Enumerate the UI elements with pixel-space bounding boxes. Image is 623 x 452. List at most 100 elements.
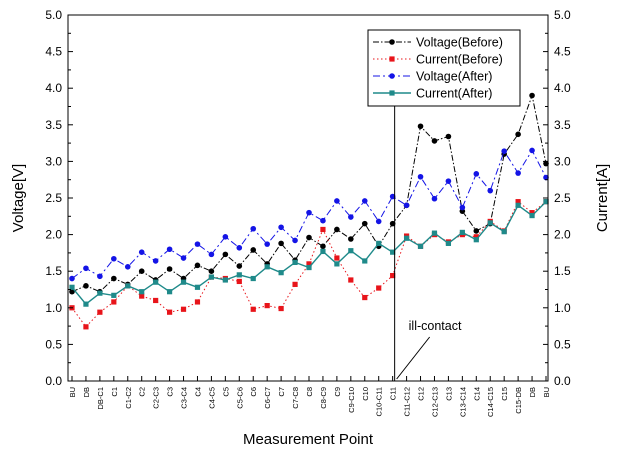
- ill-contact-annotation: ill-contact: [409, 319, 462, 333]
- y-tick-label-right: 2.0: [554, 228, 571, 242]
- data-point: [417, 243, 424, 249]
- x-tick-label: C15: [500, 387, 509, 401]
- data-point: [292, 237, 298, 244]
- data-point: [97, 290, 103, 296]
- x-tick-label: C5: [221, 387, 230, 397]
- data-point: [473, 237, 479, 243]
- data-point: [515, 199, 521, 205]
- y-tick-label-left: 1.5: [45, 264, 62, 278]
- y-tick-label-right: 5.0: [554, 8, 571, 22]
- x-tick-label: C15-DB: [514, 387, 523, 414]
- data-point: [390, 249, 396, 255]
- y-tick-label-right: 3.5: [554, 118, 571, 132]
- data-point: [264, 303, 270, 309]
- y-axis-left-title: Voltage[V]: [10, 164, 27, 232]
- data-point: [529, 92, 535, 99]
- legend-marker: [389, 56, 395, 62]
- data-point: [208, 274, 215, 280]
- data-point: [431, 138, 438, 144]
- series-line: [71, 200, 547, 328]
- x-tick-label: C9-C10: [347, 387, 356, 413]
- x-tick-label: C14-C15: [486, 387, 495, 417]
- data-point: [389, 220, 396, 227]
- data-point: [236, 263, 243, 269]
- data-point: [153, 297, 159, 304]
- legend-marker: [389, 73, 395, 79]
- data-point: [334, 261, 340, 267]
- data-point: [83, 265, 89, 272]
- data-point: [334, 198, 340, 204]
- x-tick-label: C3-C4: [180, 387, 189, 409]
- data-point: [166, 266, 173, 272]
- annotation-layer: ill-contact: [394, 103, 462, 381]
- x-tick-label: C4: [193, 387, 202, 397]
- x-tick-label: BU: [542, 387, 551, 397]
- data-point: [139, 289, 145, 295]
- x-tick-label: C7: [277, 387, 286, 397]
- data-point: [515, 202, 521, 208]
- ticks-layer: 0.0 0.0 0.5 0.5 1.0 1.0 1.5 1.5 2.0 2.0 2.5 2.5 3.0 3…: [45, 8, 571, 417]
- data-point: [445, 178, 452, 184]
- x-tick-label: C2: [138, 387, 147, 397]
- data-point: [292, 281, 298, 287]
- data-point: [222, 277, 228, 283]
- x-tick-label: C1-C2: [124, 387, 133, 409]
- x-tick-label: C2-C3: [152, 387, 161, 409]
- data-point: [431, 230, 438, 236]
- y-tick-label-left: 2.0: [45, 228, 62, 242]
- legend: Voltage(Before) Current(Before) Voltage(Af…: [367, 29, 521, 107]
- data-point: [69, 275, 75, 282]
- data-point: [320, 226, 326, 233]
- data-point: [208, 268, 215, 275]
- data-point: [376, 285, 382, 291]
- data-point: [278, 240, 284, 247]
- data-point: [111, 255, 117, 262]
- data-point: [403, 235, 410, 241]
- data-point: [334, 226, 340, 233]
- x-tick-label: C12-C13: [430, 387, 439, 417]
- data-point: [529, 147, 535, 154]
- data-point: [166, 289, 173, 295]
- data-point: [124, 264, 131, 270]
- x-axis-title: Measurement Point: [243, 431, 374, 448]
- data-point: [69, 288, 75, 295]
- x-tick-label: C6: [249, 387, 258, 397]
- data-point: [375, 218, 382, 225]
- x-tick-label: C13: [444, 387, 453, 401]
- x-tick-label: C10: [361, 387, 370, 401]
- data-point: [83, 301, 89, 307]
- x-tick-label: C11-C12: [403, 387, 412, 416]
- data-point: [515, 170, 521, 176]
- data-point: [97, 309, 103, 315]
- data-point: [473, 228, 480, 234]
- data-point: [320, 243, 326, 250]
- data-point: [390, 272, 396, 279]
- data-point: [487, 220, 493, 226]
- data-point: [166, 309, 173, 315]
- x-tick-label: C7-C8: [291, 387, 300, 409]
- data-point: [320, 248, 326, 255]
- y-tick-label-right: 3.0: [554, 154, 571, 168]
- y-tick-label-left: 5.0: [45, 8, 62, 22]
- y-axis-right-title: Current[A]: [594, 164, 611, 232]
- x-tick-label: DB-C1: [96, 387, 105, 410]
- legend-marker: [389, 39, 395, 45]
- data-point: [487, 187, 494, 194]
- data-point: [139, 293, 145, 299]
- x-tick-label: C12: [417, 387, 426, 401]
- x-tick-label: C9: [333, 387, 342, 397]
- x-tick-label: C4-C5: [207, 387, 216, 409]
- x-tick-label: DB: [82, 387, 91, 397]
- data-point: [278, 270, 284, 276]
- data-point: [138, 249, 145, 255]
- data-point: [180, 255, 187, 261]
- data-point: [501, 148, 507, 154]
- data-point: [153, 279, 159, 285]
- y-tick-label-left: 3.5: [45, 118, 62, 132]
- legend-label: Voltage(Before): [416, 36, 503, 50]
- data-point: [83, 283, 89, 289]
- data-point: [362, 294, 368, 301]
- data-point: [515, 131, 521, 138]
